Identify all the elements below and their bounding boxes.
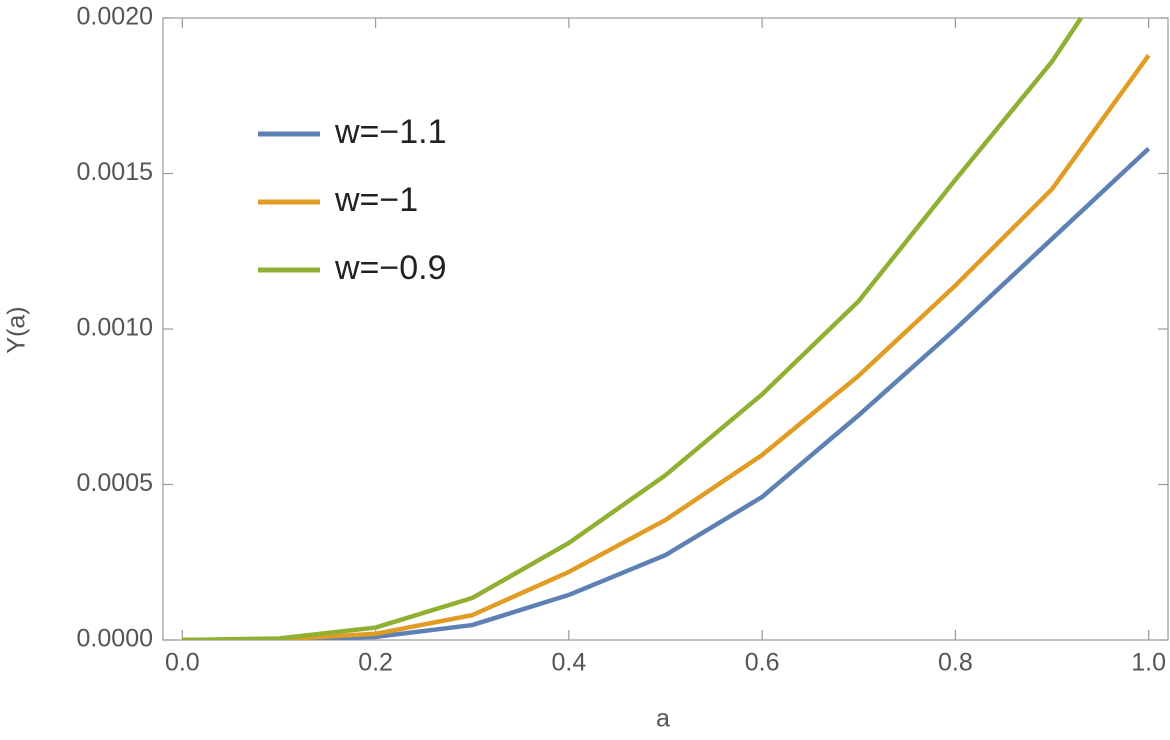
x-axis-label: a [656, 705, 670, 733]
y-tick-label: 0.0010 [77, 314, 153, 342]
line-series [182, 16, 1083, 640]
x-tick-label: 0.4 [551, 649, 586, 677]
line-series [182, 146, 1151, 640]
plot-frame [162, 17, 1169, 641]
y-tick-label: 0.0000 [77, 625, 153, 653]
y-axis-label: Y(a) [3, 306, 31, 353]
x-tick-label: 0.0 [165, 649, 200, 677]
y-tick-label: 0.0015 [77, 158, 153, 186]
line-series [182, 54, 1151, 640]
x-tick-label: 1.0 [1131, 649, 1166, 677]
legend-text: w=−1 [334, 181, 418, 219]
legend-text: w=−0.9 [334, 249, 447, 287]
legend-text: w=−1.1 [334, 113, 447, 151]
y-tick-label: 0.0005 [77, 469, 153, 497]
x-tick-label: 0.8 [938, 649, 973, 677]
x-tick-label: 0.2 [358, 649, 393, 677]
x-tick-label: 0.6 [745, 649, 780, 677]
y-tick-label: 0.0020 [77, 3, 153, 31]
